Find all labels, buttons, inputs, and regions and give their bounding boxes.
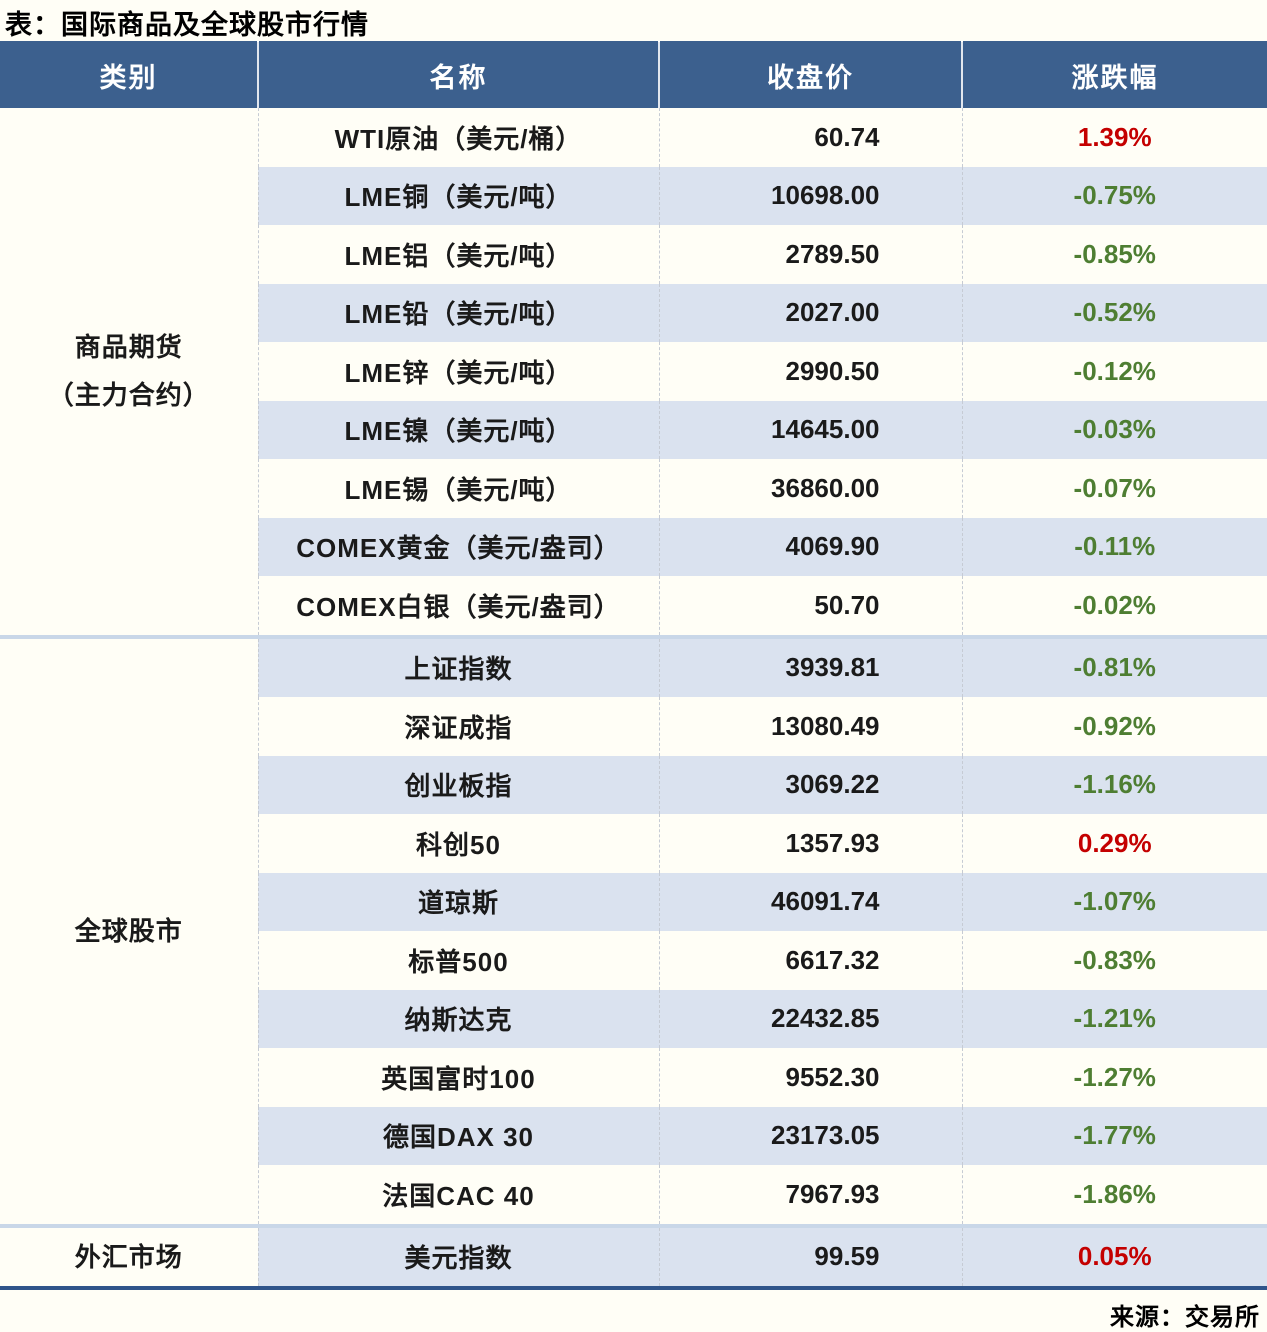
- category-cell: 全球股市: [0, 634, 258, 1226]
- table-row: 英国富时100 9552.30 -1.27%: [0, 1048, 1267, 1107]
- close-price-cell: 2990.50: [658, 342, 962, 401]
- category-line: 全球股市: [74, 915, 183, 946]
- table-row: LME铝（美元/吨） 2789.50 -0.85%: [0, 225, 1267, 284]
- change-percent-cell: -0.07%: [961, 459, 1267, 518]
- instrument-name-cell: 标普500: [257, 931, 659, 990]
- change-percent-cell: -0.02%: [961, 576, 1267, 637]
- change-percent-cell: -0.11%: [961, 517, 1267, 576]
- close-price-cell: 9552.30: [658, 1048, 962, 1107]
- close-price-cell: 22432.85: [658, 989, 962, 1048]
- instrument-name-cell: COMEX白银（美元/盎司）: [257, 576, 659, 637]
- market-quotes-table: 类别 名称 收盘价 涨跌幅 商品期货 （主力合约） WTI原油（美元/桶） 60.74…: [0, 41, 1267, 1290]
- table-row: 商品期货 （主力合约） WTI原油（美元/桶） 60.74 1.39%: [0, 108, 1267, 637]
- close-price-cell: 7967.93: [658, 1165, 962, 1226]
- change-percent-cell: -1.86%: [961, 1165, 1267, 1226]
- instrument-name-cell: 英国富时100: [257, 1048, 659, 1107]
- instrument-name-cell: LME锡（美元/吨）: [257, 459, 659, 518]
- table-row: 科创50 1357.93 0.29%: [0, 814, 1267, 873]
- table-row: LME锡（美元/吨） 36860.00 -0.07%: [0, 459, 1267, 518]
- close-price-cell: 4069.90: [658, 517, 962, 576]
- category-cell: 外汇市场: [0, 1223, 258, 1290]
- table-row: COMEX白银（美元/盎司） 50.70 -0.02%: [0, 576, 1267, 637]
- table-row: 全球股市 上证指数 3939.81 -0.81%: [0, 634, 1267, 1226]
- change-percent-cell: -1.16%: [961, 755, 1267, 814]
- header-row: 类别 名称 收盘价 涨跌幅: [0, 41, 1267, 108]
- page-title: 表：国际商品及全球股市行情: [5, 10, 369, 40]
- instrument-name-cell: LME铜（美元/吨）: [257, 166, 659, 225]
- category-cell: 商品期货 （主力合约）: [0, 108, 258, 637]
- source-note: 来源：交易所: [1110, 1304, 1260, 1331]
- table-row: 纳斯达克 22432.85 -1.21%: [0, 989, 1267, 1048]
- table-row: 深证成指 13080.49 -0.92%: [0, 697, 1267, 756]
- close-price-cell: 1357.93: [658, 814, 962, 873]
- change-percent-cell: -1.21%: [961, 989, 1267, 1048]
- change-percent-cell: -0.03%: [961, 400, 1267, 459]
- instrument-name-cell: 创业板指: [257, 755, 659, 814]
- close-price-cell: 3939.81: [658, 634, 962, 697]
- change-percent-cell: -0.12%: [961, 342, 1267, 401]
- instrument-name-cell: 科创50: [257, 814, 659, 873]
- category-line: 外汇市场: [74, 1241, 183, 1272]
- change-percent-cell: -1.77%: [961, 1106, 1267, 1165]
- close-price-cell: 10698.00: [658, 166, 962, 225]
- instrument-name-cell: 上证指数: [257, 634, 659, 697]
- change-percent-cell: -0.52%: [961, 283, 1267, 342]
- close-price-cell: 23173.05: [658, 1106, 962, 1165]
- table-row: LME镍（美元/吨） 14645.00 -0.03%: [0, 400, 1267, 459]
- change-percent-cell: -1.27%: [961, 1048, 1267, 1107]
- change-percent-cell: 0.05%: [961, 1223, 1267, 1290]
- table-row: COMEX黄金（美元/盎司） 4069.90 -0.11%: [0, 517, 1267, 576]
- instrument-name-cell: 德国DAX 30: [257, 1106, 659, 1165]
- instrument-name-cell: 纳斯达克: [257, 989, 659, 1048]
- change-percent-cell: -1.07%: [961, 872, 1267, 931]
- close-price-cell: 60.74: [658, 108, 962, 167]
- close-price-cell: 3069.22: [658, 755, 962, 814]
- instrument-name-cell: 美元指数: [257, 1223, 659, 1290]
- table-row: LME铜（美元/吨） 10698.00 -0.75%: [0, 166, 1267, 225]
- instrument-name-cell: LME铅（美元/吨）: [257, 283, 659, 342]
- header-change: 涨跌幅: [961, 41, 1267, 108]
- instrument-name-cell: 深证成指: [257, 697, 659, 756]
- category-line: 商品期货: [74, 332, 183, 363]
- change-percent-cell: 1.39%: [961, 108, 1267, 167]
- table-row: 外汇市场 美元指数 99.59 0.05%: [0, 1223, 1267, 1290]
- table-row: 标普500 6617.32 -0.83%: [0, 931, 1267, 990]
- close-price-cell: 36860.00: [658, 459, 962, 518]
- header-name: 名称: [257, 41, 659, 108]
- table-row: 法国CAC 40 7967.93 -1.86%: [0, 1165, 1267, 1226]
- close-price-cell: 2789.50: [658, 225, 962, 284]
- instrument-name-cell: COMEX黄金（美元/盎司）: [257, 517, 659, 576]
- close-price-cell: 46091.74: [658, 872, 962, 931]
- close-price-cell: 6617.32: [658, 931, 962, 990]
- header-close: 收盘价: [658, 41, 962, 108]
- close-price-cell: 13080.49: [658, 697, 962, 756]
- table-row: 德国DAX 30 23173.05 -1.77%: [0, 1106, 1267, 1165]
- table-row: LME锌（美元/吨） 2990.50 -0.12%: [0, 342, 1267, 401]
- instrument-name-cell: WTI原油（美元/桶）: [257, 108, 659, 167]
- table-header: 类别 名称 收盘价 涨跌幅: [0, 41, 1267, 108]
- change-percent-cell: -0.92%: [961, 697, 1267, 756]
- table-row: 道琼斯 46091.74 -1.07%: [0, 872, 1267, 931]
- change-percent-cell: 0.29%: [961, 814, 1267, 873]
- instrument-name-cell: LME锌（美元/吨）: [257, 342, 659, 401]
- instrument-name-cell: 道琼斯: [257, 872, 659, 931]
- instrument-name-cell: 法国CAC 40: [257, 1165, 659, 1226]
- category-line: （主力合约）: [47, 380, 210, 411]
- table-row: LME铅（美元/吨） 2027.00 -0.52%: [0, 283, 1267, 342]
- instrument-name-cell: LME镍（美元/吨）: [257, 400, 659, 459]
- close-price-cell: 14645.00: [658, 400, 962, 459]
- change-percent-cell: -0.75%: [961, 166, 1267, 225]
- close-price-cell: 50.70: [658, 576, 962, 637]
- close-price-cell: 99.59: [658, 1223, 962, 1290]
- table-row: 创业板指 3069.22 -1.16%: [0, 755, 1267, 814]
- close-price-cell: 2027.00: [658, 283, 962, 342]
- change-percent-cell: -0.81%: [961, 634, 1267, 697]
- change-percent-cell: -0.85%: [961, 225, 1267, 284]
- table-body: 商品期货 （主力合约） WTI原油（美元/桶） 60.74 1.39% LME铜（美元/吨…: [0, 108, 1267, 1290]
- instrument-name-cell: LME铝（美元/吨）: [257, 225, 659, 284]
- header-category: 类别: [0, 41, 258, 108]
- change-percent-cell: -0.83%: [961, 931, 1267, 990]
